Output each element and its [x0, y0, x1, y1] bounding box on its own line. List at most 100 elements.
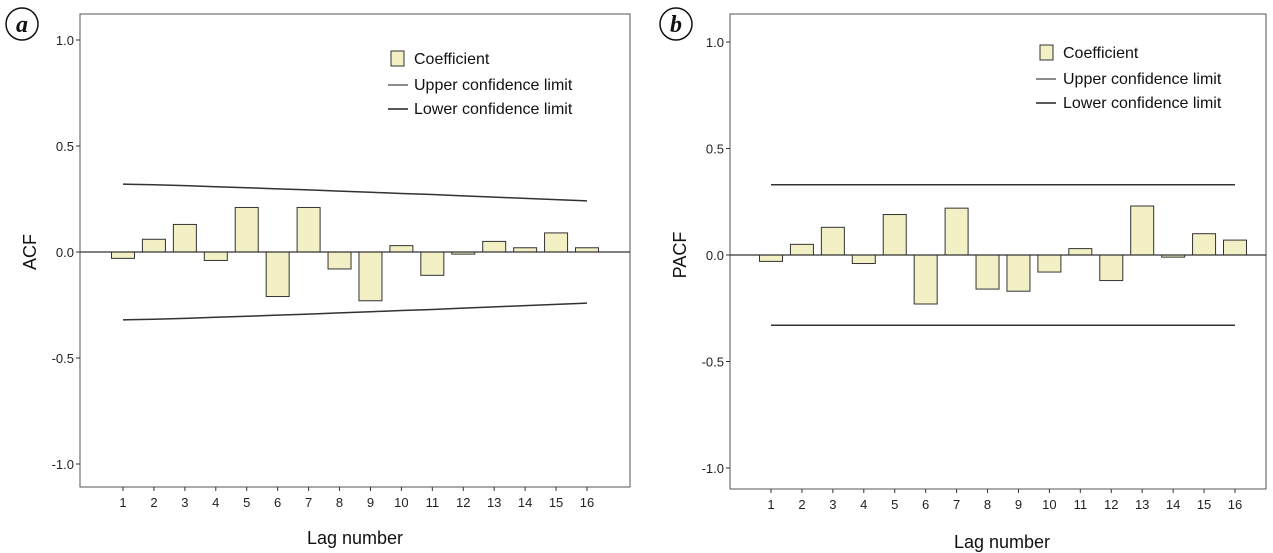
pacf-bar-lag-5: [882, 214, 907, 256]
pacf-y-tick-label: 0.0: [706, 248, 724, 263]
pacf-bar-lag-13: [1130, 205, 1155, 256]
pacf-plot-frame: [729, 13, 1267, 490]
acf-bar-lag-10: [389, 245, 414, 253]
pacf-y-axis-title: PACF: [670, 232, 690, 279]
acf-y-tick-label: 0.5: [56, 139, 74, 154]
acf-x-tick-label: 2: [150, 495, 157, 510]
acf-x-tick-label: 4: [212, 495, 219, 510]
pacf-y-tick-label: 1.0: [706, 35, 724, 50]
acf-x-tick-label: 6: [274, 495, 281, 510]
acf-y-tick-label: 0.0: [56, 245, 74, 260]
pacf-legend: Coefficient Upper confidence limit Lower…: [1036, 44, 1222, 112]
pacf-y-tick-label: -1.0: [702, 461, 724, 476]
pacf-x-tick-label: 3: [829, 497, 836, 512]
legend-coefficient-label: Coefficient: [1063, 45, 1139, 62]
pacf-bar-lag-9: [1006, 254, 1031, 292]
acf-bar-lag-5: [234, 206, 259, 253]
pacf-x-tick-label: 15: [1197, 497, 1211, 512]
pacf-bar-lag-2: [789, 243, 814, 256]
legend-coefficient-swatch: [1039, 44, 1054, 61]
panel-b-label: b: [670, 12, 682, 38]
legend-lower-label: Lower confidence limit: [1063, 95, 1222, 112]
acf-x-tick-label: 8: [336, 495, 343, 510]
acf-plot-frame: [79, 13, 631, 488]
acf-bar-lag-1: [111, 251, 135, 259]
pacf-bar-lag-16: [1223, 239, 1247, 256]
acf-x-tick-label: 15: [549, 495, 563, 510]
pacf-y-tick-label: -0.5: [702, 355, 724, 370]
panel-a-letter: a: [5, 7, 39, 41]
acf-bar-lag-15: [544, 232, 569, 253]
pacf-bar-lag-12: [1099, 254, 1124, 282]
pacf-bar-lag-6: [913, 254, 938, 305]
acf-bar-lag-3: [172, 223, 197, 253]
acf-bar-lag-7: [296, 206, 321, 253]
acf-bar-lag-14: [513, 247, 538, 253]
panel-a-label: a: [16, 12, 28, 38]
legend-upper-label: Upper confidence limit: [414, 77, 573, 94]
pacf-x-tick-label: 10: [1042, 497, 1056, 512]
pacf-x-tick-label: 5: [891, 497, 898, 512]
acf-bar-lag-9: [358, 251, 383, 302]
acf-x-tick-label: 11: [426, 495, 440, 510]
pacf-bar-lag-7: [944, 207, 969, 256]
acf-y-axis: 1.0 0.5 0.0 -0.5 -1.0: [52, 33, 80, 472]
acf-confidence-limits: [122, 183, 588, 321]
acf-bar-lag-8: [327, 251, 352, 270]
acf-x-tick-label: 14: [518, 495, 532, 510]
pacf-bar-lag-1: [759, 254, 783, 262]
pacf-x-tick-label: 14: [1166, 497, 1180, 512]
legend-coefficient-label: Coefficient: [414, 51, 490, 68]
acf-x-tick-label: 13: [487, 495, 501, 510]
acf-legend: Coefficient Upper confidence limit Lower…: [388, 50, 573, 118]
pacf-confidence-limits: [771, 183, 1235, 327]
acf-x-tick-label: 16: [580, 495, 594, 510]
pacf-x-tick-label: 7: [953, 497, 960, 512]
pacf-panel: b 1.00.50.0-0.5-1.0 1 2 3 4 5 6 7 8 9 10 11 12 13 14 1…: [659, 7, 1267, 552]
pacf-x-tick-label: 6: [922, 497, 929, 512]
acf-x-axis-title: Lag number: [307, 528, 403, 548]
acf-x-tick-label: 3: [181, 495, 188, 510]
legend-coefficient-swatch: [390, 50, 405, 67]
legend-lower-label: Lower confidence limit: [414, 101, 573, 118]
acf-y-tick-label: -1.0: [52, 457, 74, 472]
panel-b-letter: b: [659, 7, 693, 41]
pacf-x-axis-title: Lag number: [954, 532, 1050, 552]
pacf-x-tick-label: 13: [1135, 497, 1149, 512]
pacf-bar-lag-11: [1068, 248, 1093, 256]
pacf-x-tick-label: 1: [767, 497, 774, 512]
pacf-x-tick-label: 11: [1074, 497, 1088, 512]
acf-x-tick-label: 12: [456, 495, 470, 510]
acf-lower-confidence-line: [122, 302, 588, 321]
acf-x-tick-label: 10: [394, 495, 408, 510]
acf-y-tick-label: -0.5: [52, 351, 74, 366]
pacf-x-axis: 1 2 3 4 5 6 7 8 9 10 11 12 13 14 15 16: [767, 489, 1242, 512]
acf-x-tick-label: 9: [367, 495, 374, 510]
acf-panel: a 1.00.50.0-0.5-1.0 1 2 3 4 5 6 7 8 9 10 11 12 13 14 1…: [5, 7, 631, 548]
pacf-bar-lag-8: [975, 254, 1000, 290]
pacf-x-tick-label: 16: [1228, 497, 1242, 512]
pacf-y-axis: 1.0 0.5 0.0 -0.5 -1.0: [702, 35, 730, 476]
acf-x-tick-label: 5: [243, 495, 250, 510]
acf-bar-lag-6: [265, 251, 290, 298]
pacf-x-tick-label: 8: [984, 497, 991, 512]
acf-x-axis: 1 2 3 4 5 6 7 8 9 10 11 12 13 14 15 16: [119, 487, 594, 510]
acf-y-axis-title: ACF: [20, 234, 40, 270]
acf-bar-lag-16: [575, 247, 599, 253]
acf-upper-confidence-line: [122, 183, 588, 202]
acf-y-tick-label: 1.0: [56, 33, 74, 48]
pacf-x-tick-label: 4: [860, 497, 867, 512]
legend-upper-label: Upper confidence limit: [1063, 71, 1222, 88]
pacf-x-tick-label: 9: [1015, 497, 1022, 512]
acf-bars: [111, 206, 599, 302]
pacf-bar-lag-10: [1037, 254, 1062, 273]
pacf-bar-lag-4: [851, 254, 876, 265]
acf-bar-lag-4: [203, 251, 228, 261]
pacf-x-tick-label: 2: [798, 497, 805, 512]
pacf-bar-lag-3: [820, 226, 845, 256]
acf-x-tick-label: 7: [305, 495, 312, 510]
pacf-bar-lag-15: [1192, 233, 1217, 256]
pacf-y-tick-label: 0.5: [706, 142, 724, 157]
acf-bar-lag-13: [482, 240, 507, 253]
